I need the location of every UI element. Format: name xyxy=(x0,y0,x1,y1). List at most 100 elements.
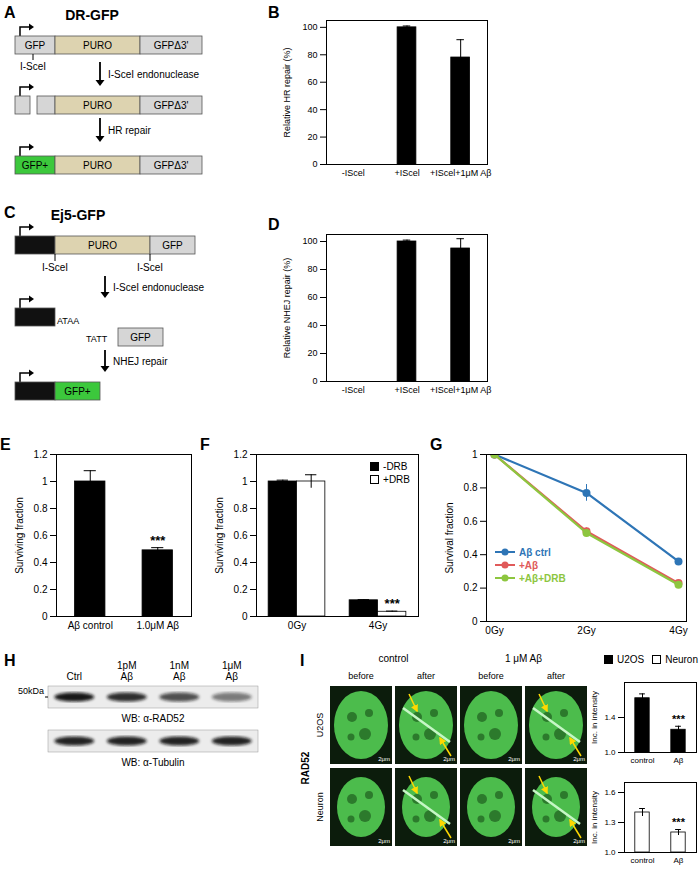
svg-text:+IScel+1μM Aβ: +IScel+1μM Aβ xyxy=(430,385,491,395)
svg-text:Inc. in intensity: Inc. in intensity xyxy=(590,691,599,744)
svg-text:Inc. in intensity: Inc. in intensity xyxy=(590,791,599,844)
svg-text:0.4: 0.4 xyxy=(464,549,478,560)
svg-text:2μm: 2μm xyxy=(378,838,390,844)
svg-text:0.4: 0.4 xyxy=(234,557,248,568)
svg-text:1.0: 1.0 xyxy=(604,748,616,757)
svg-text:2μm: 2μm xyxy=(573,756,585,762)
svg-text:Aβ: Aβ xyxy=(226,671,239,682)
svg-text:control: control xyxy=(630,756,654,765)
svg-text:60: 60 xyxy=(307,77,317,87)
svg-text:I-SceI: I-SceI xyxy=(20,61,46,72)
svg-text:DR-GFP: DR-GFP xyxy=(65,7,119,23)
svg-text:***: *** xyxy=(385,596,401,611)
svg-text:RAD52: RAD52 xyxy=(300,751,311,784)
svg-text:U2OS: U2OS xyxy=(315,713,325,738)
svg-text:0Gy: 0Gy xyxy=(288,620,306,631)
svg-text:GFPΔ3': GFPΔ3' xyxy=(154,100,189,111)
svg-text:0.2: 0.2 xyxy=(34,584,48,595)
svg-text:ATAA: ATAA xyxy=(57,316,79,326)
svg-text:after: after xyxy=(417,671,435,681)
svg-text:1pM: 1pM xyxy=(117,660,136,671)
svg-text:Relative HR repair (%): Relative HR repair (%) xyxy=(282,47,292,137)
svg-text:100: 100 xyxy=(302,236,317,246)
svg-text:Aβ: Aβ xyxy=(173,671,186,682)
svg-text:Survival fraction: Survival fraction xyxy=(444,502,455,573)
svg-text:Surviving fraction: Surviving fraction xyxy=(214,497,225,574)
svg-text:TATT: TATT xyxy=(86,334,108,344)
svg-text:0.2: 0.2 xyxy=(464,582,478,593)
svg-text:I-SceI: I-SceI xyxy=(42,262,68,273)
svg-text:+IScel+1μM Aβ: +IScel+1μM Aβ xyxy=(430,168,491,178)
svg-text:GFP: GFP xyxy=(25,40,46,51)
svg-text:PURO: PURO xyxy=(83,160,112,171)
svg-text:PURO: PURO xyxy=(83,100,112,111)
svg-text:+IScel: +IScel xyxy=(394,168,419,178)
svg-text:0.8: 0.8 xyxy=(464,482,478,493)
svg-text:0: 0 xyxy=(312,376,317,386)
svg-text:0.6: 0.6 xyxy=(234,530,248,541)
svg-text:before: before xyxy=(348,671,374,681)
svg-text:Surviving fraction: Surviving fraction xyxy=(14,497,25,574)
svg-text:Aβ control: Aβ control xyxy=(68,620,113,631)
svg-text:Neuron: Neuron xyxy=(315,792,325,822)
svg-text:2μm: 2μm xyxy=(508,756,520,762)
svg-text:2μm: 2μm xyxy=(443,838,455,844)
svg-text:control: control xyxy=(630,856,654,865)
svg-text:4Gy: 4Gy xyxy=(669,625,687,636)
svg-text:Aβ: Aβ xyxy=(121,671,134,682)
svg-text:2Gy: 2Gy xyxy=(577,625,595,636)
svg-text:0: 0 xyxy=(242,611,248,622)
svg-text:I-SceI: I-SceI xyxy=(137,262,163,273)
svg-text:2μm: 2μm xyxy=(508,838,520,844)
svg-text:NHEJ repair: NHEJ repair xyxy=(113,356,168,367)
svg-text:PURO: PURO xyxy=(83,40,112,51)
svg-text:GFPΔ3': GFPΔ3' xyxy=(154,40,189,51)
svg-text:Ej5-GFP: Ej5-GFP xyxy=(51,207,105,223)
svg-text:-IScel: -IScel xyxy=(342,385,365,395)
svg-text:1μM: 1μM xyxy=(222,660,242,671)
svg-text:0.2: 0.2 xyxy=(234,584,248,595)
svg-text:GFP+: GFP+ xyxy=(22,160,49,171)
svg-text:1: 1 xyxy=(472,449,478,460)
svg-text:control: control xyxy=(378,653,408,664)
svg-text:GFPΔ3': GFPΔ3' xyxy=(154,160,189,171)
svg-text:Ctrl: Ctrl xyxy=(66,671,82,682)
svg-text:PURO: PURO xyxy=(88,240,117,251)
svg-text:***: *** xyxy=(672,816,686,828)
svg-text:1.0: 1.0 xyxy=(604,848,616,857)
svg-text:80: 80 xyxy=(307,264,317,274)
svg-text:80: 80 xyxy=(307,50,317,60)
svg-text:1.0μM Aβ: 1.0μM Aβ xyxy=(136,620,179,631)
svg-text:1 μM Aβ: 1 μM Aβ xyxy=(505,653,542,664)
svg-text:2μm: 2μm xyxy=(573,838,585,844)
svg-text:1.6: 1.6 xyxy=(604,788,616,797)
svg-text:20: 20 xyxy=(307,132,317,142)
svg-text:0Gy: 0Gy xyxy=(485,625,503,636)
svg-text:0.4: 0.4 xyxy=(34,557,48,568)
svg-text:HR repair: HR repair xyxy=(108,125,151,136)
svg-text:***: *** xyxy=(150,533,166,548)
svg-text:20: 20 xyxy=(307,348,317,358)
svg-text:GFP: GFP xyxy=(162,240,183,251)
svg-text:Aβ: Aβ xyxy=(674,756,684,765)
svg-text:GFP: GFP xyxy=(130,332,151,343)
svg-text:1.2: 1.2 xyxy=(234,449,248,460)
svg-text:2μm: 2μm xyxy=(443,756,455,762)
svg-text:1.4: 1.4 xyxy=(604,713,616,722)
svg-text:I-SceI endonuclease: I-SceI endonuclease xyxy=(108,69,200,80)
svg-text:100: 100 xyxy=(302,22,317,32)
svg-text:0: 0 xyxy=(312,159,317,169)
svg-text:0.8: 0.8 xyxy=(234,503,248,514)
svg-text:Aβ: Aβ xyxy=(674,856,684,865)
svg-text:1nM: 1nM xyxy=(170,660,189,671)
svg-text:1: 1 xyxy=(242,476,248,487)
svg-text:0.8: 0.8 xyxy=(34,503,48,514)
svg-text:2μm: 2μm xyxy=(378,756,390,762)
svg-text:before: before xyxy=(478,671,504,681)
svg-text:1.2: 1.2 xyxy=(34,449,48,460)
svg-text:WB: α-Tubulin: WB: α-Tubulin xyxy=(121,757,184,768)
svg-text:1.3: 1.3 xyxy=(604,818,616,827)
svg-text:GFP+: GFP+ xyxy=(64,386,91,397)
svg-text:0.6: 0.6 xyxy=(34,530,48,541)
svg-text:***: *** xyxy=(672,713,686,725)
